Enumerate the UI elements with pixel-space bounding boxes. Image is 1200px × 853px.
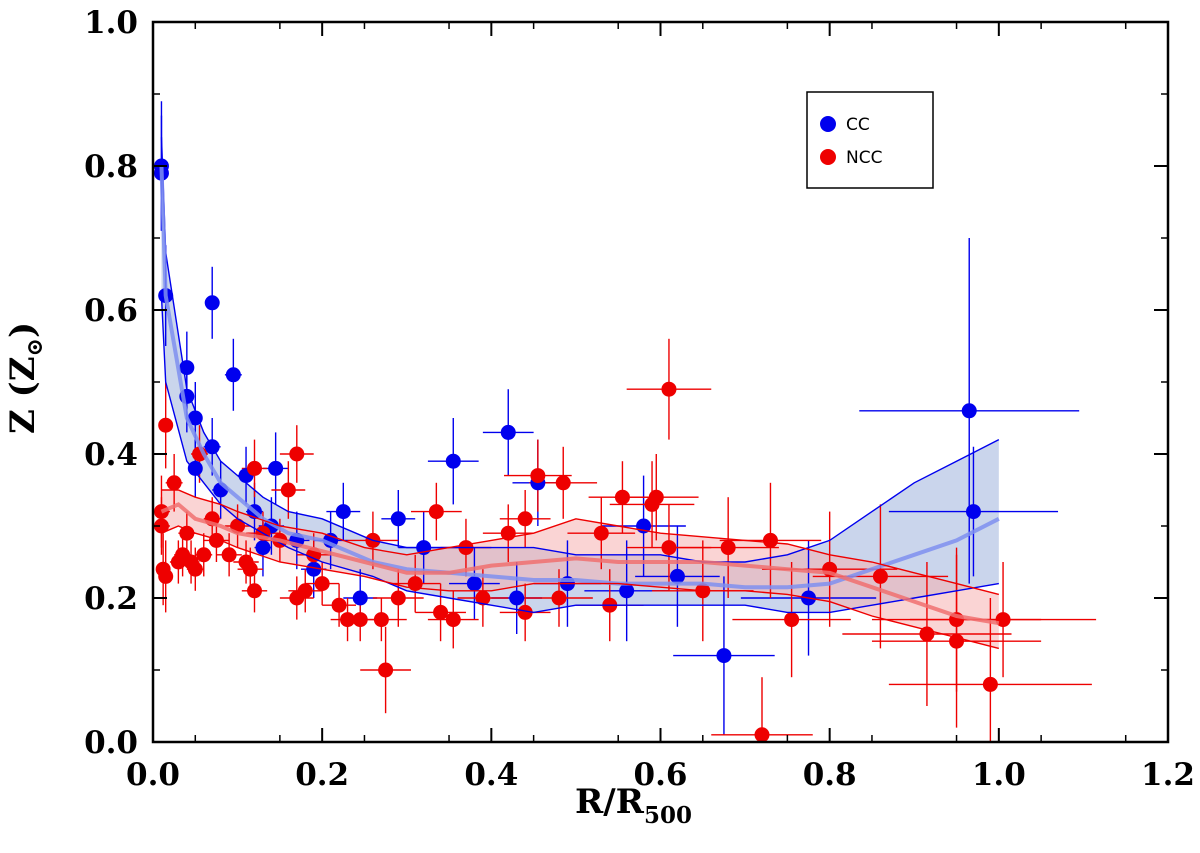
cc-data-point [390, 511, 406, 527]
cc-data-point [619, 583, 635, 599]
cc-data-point [306, 561, 322, 577]
ncc-data-point [762, 532, 778, 548]
y-tick-label: 1.0 [84, 5, 138, 41]
legend-label-cc: CC [846, 115, 870, 135]
cc-data-point [268, 460, 284, 476]
ncc-data-point [530, 468, 546, 484]
y-tick-label: 0.4 [84, 437, 138, 473]
ncc-data-point [982, 676, 998, 692]
ncc-data-point [919, 626, 935, 642]
ncc-data-point [331, 597, 347, 613]
cc-data-point [961, 403, 977, 419]
x-tick-label: 0.0 [126, 757, 180, 793]
ncc-data-point [166, 475, 182, 491]
y-axis-label: Z (Z⊙) [3, 322, 48, 434]
ncc-data-point [196, 547, 212, 563]
axis-ticks [152, 21, 1169, 743]
ncc-data-point [373, 612, 389, 628]
ncc-fit-lower [161, 525, 1000, 650]
ncc-data-point [445, 612, 461, 628]
legend-marker-cc [820, 116, 836, 132]
cc-data-point [500, 424, 516, 440]
ncc-data-point [720, 540, 736, 556]
cc-fit-band [161, 137, 999, 613]
ncc-data-point [314, 576, 330, 592]
ncc-data-point [661, 540, 677, 556]
ncc-data-point [648, 489, 664, 505]
ncc-data-point [872, 568, 888, 584]
cc-data-point [352, 590, 368, 606]
ncc-data-point [179, 525, 195, 541]
x-tick-label: 0.4 [464, 757, 518, 793]
cc-data-point [466, 576, 482, 592]
cc-data-point [509, 590, 525, 606]
ncc-data-point [352, 612, 368, 628]
y-tick-label: 0.8 [84, 149, 138, 185]
ncc-data-point [340, 612, 356, 628]
ncc-data-point [754, 727, 770, 743]
cc-data-point [965, 504, 981, 520]
ncc-data-point [187, 561, 203, 577]
cc-data-point [204, 295, 220, 311]
ncc-data-point [433, 604, 449, 620]
legend-label-ncc: NCC [846, 148, 882, 168]
ncc-data-point [242, 561, 258, 577]
cc-fit-upper [160, 137, 1000, 563]
ncc-fit-upper [161, 489, 1000, 596]
ncc-data-point [153, 518, 169, 534]
ncc-data-point [289, 446, 305, 462]
legend-box [806, 91, 934, 189]
y-tick-label: 0.2 [84, 581, 138, 617]
ncc-data-point [517, 604, 533, 620]
ncc-data-point [784, 612, 800, 628]
ncc-data-point [661, 381, 677, 397]
x-tick-label: 0.8 [803, 757, 857, 793]
y-tick-label: 0.6 [84, 293, 138, 329]
ncc-data-point [247, 460, 262, 476]
ncc-data-point [247, 583, 262, 599]
tick-labels: 0.0 0.2 0.4 0.6 0.8 1.0 1.2 0.0 0.2 0.4 0.6 0.8 1.0 [84, 5, 1195, 793]
ncc-data-point [555, 475, 571, 491]
ncc-data-point [158, 568, 174, 584]
cc-data-point [255, 540, 271, 556]
ncc-data-point [995, 612, 1011, 628]
cc-data-point [225, 367, 241, 383]
ncc-data-point [280, 482, 296, 498]
ncc-data-point [378, 662, 394, 678]
ncc-data-point [551, 590, 567, 606]
y-tick-label: 0.0 [84, 725, 138, 761]
x-tick-label: 1.0 [972, 757, 1026, 793]
ncc-fit-band [161, 490, 999, 649]
fit-bands [161, 137, 999, 649]
cc-data-point [716, 648, 732, 664]
ncc-data-point [475, 590, 491, 606]
ncc-data-point [208, 532, 224, 548]
cc-data-point [187, 460, 203, 476]
x-tick-label: 0.6 [634, 757, 688, 793]
ncc-data-point [428, 504, 444, 520]
cc-data-point [669, 568, 685, 584]
legend-marker-ncc [820, 149, 836, 165]
ncc-data-point [949, 633, 965, 649]
fit-lines [159, 137, 1000, 650]
cc-data-point [445, 453, 461, 469]
ncc-data-point [593, 525, 609, 541]
ncc-data-point [221, 547, 237, 563]
ncc-data-point [614, 489, 630, 505]
legend: CC NCC [806, 91, 934, 189]
x-axis-label: R/R500 [575, 782, 692, 829]
ncc-data-point [390, 590, 406, 606]
ncc-data-point [158, 417, 174, 433]
cc-data-point [335, 504, 351, 520]
ncc-data-point [517, 511, 533, 527]
ncc-fit-line [160, 502, 1000, 626]
x-tick-label: 1.2 [1141, 757, 1195, 793]
x-tick-label: 0.2 [295, 757, 349, 793]
cc-data-point [179, 360, 195, 376]
cc-fit-line [159, 165, 1000, 590]
ncc-data-point [297, 583, 313, 599]
